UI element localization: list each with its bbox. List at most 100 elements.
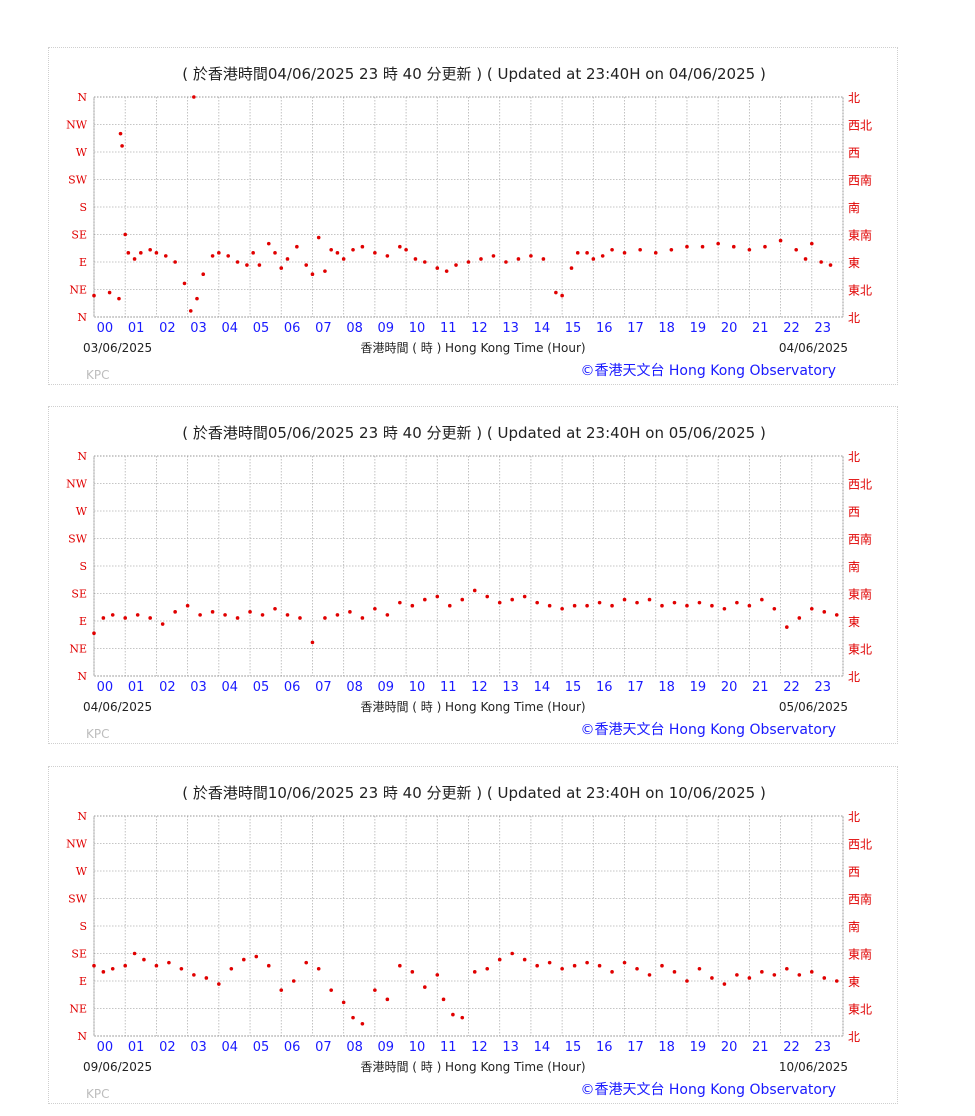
data-point — [101, 970, 106, 974]
data-point — [497, 957, 502, 962]
data-point — [154, 963, 159, 968]
data-point — [735, 600, 739, 605]
y-axis-label-zh: 西北 — [848, 478, 872, 492]
data-point — [575, 251, 580, 255]
hour-tick-label: 16 — [596, 680, 613, 695]
data-point — [210, 610, 215, 614]
data-point — [92, 293, 96, 298]
data-point — [722, 982, 727, 986]
data-point — [398, 600, 402, 605]
hour-tick-label: 12 — [471, 1040, 488, 1055]
data-point — [398, 963, 402, 968]
data-point — [834, 979, 839, 983]
hour-tick-label: 12 — [471, 321, 488, 336]
chart-title: ( 於香港時間10/06/2025 23 時 40 分更新 ) ( Update… — [182, 784, 766, 802]
hour-tick-label: 08 — [346, 321, 363, 336]
data-point — [160, 622, 165, 626]
hour-tick-label: 14 — [534, 1040, 551, 1055]
data-point — [257, 263, 262, 267]
hour-tick-label: 20 — [721, 680, 738, 695]
end-date: 04/06/2025 — [779, 341, 848, 355]
data-point — [485, 594, 490, 599]
data-point — [398, 244, 402, 249]
data-point — [466, 260, 471, 264]
data-point — [610, 603, 614, 608]
data-point — [710, 976, 714, 980]
wind-direction-chart: ( 於香港時間05/06/2025 23 時 40 分更新 ) ( Update… — [66, 424, 872, 741]
data-point — [491, 254, 496, 258]
hour-tick-label: 05 — [253, 321, 270, 336]
data-point — [803, 257, 808, 261]
data-point — [335, 251, 340, 255]
y-axis-label-en: NW — [66, 838, 88, 851]
data-point — [472, 588, 477, 593]
y-axis-label-en: NE — [69, 643, 87, 656]
y-axis-label-zh: 西北 — [848, 119, 872, 133]
hour-tick-label: 01 — [128, 1040, 145, 1055]
y-axis-label-zh: 西 — [848, 146, 860, 160]
y-axis-label-zh: 東北 — [848, 284, 872, 298]
y-axis-label-en: SW — [68, 893, 88, 906]
y-axis-label-zh: 北 — [848, 311, 860, 325]
data-point — [135, 613, 140, 617]
data-point — [107, 290, 112, 295]
data-point — [763, 244, 767, 249]
y-axis-label-zh: 北 — [848, 91, 860, 105]
y-axis-label-en: E — [79, 975, 87, 988]
data-point — [329, 988, 333, 992]
data-point — [635, 600, 639, 605]
data-point — [638, 247, 642, 252]
data-point — [351, 1015, 355, 1020]
y-axis-label-zh: 北 — [848, 450, 860, 464]
data-point — [460, 597, 465, 602]
station-code: KPC — [86, 1087, 109, 1101]
data-point — [572, 963, 577, 968]
data-point — [132, 257, 137, 261]
y-axis-label-en: W — [76, 865, 88, 878]
data-point — [185, 603, 190, 608]
data-point — [660, 963, 664, 968]
data-point — [560, 606, 564, 611]
y-axis-label-zh: 西南 — [848, 173, 872, 188]
data-point — [316, 235, 321, 240]
hour-tick-label: 19 — [690, 1040, 707, 1055]
y-axis-label-en: SW — [68, 533, 88, 546]
data-point — [535, 963, 539, 968]
data-point — [373, 251, 377, 255]
data-point — [747, 603, 752, 608]
data-point — [295, 244, 299, 249]
data-point — [669, 247, 674, 252]
copyright-text: ©香港天文台 Hong Kong Observatory — [580, 363, 836, 379]
chart-panel: ( 於香港時間04/06/2025 23 時 40 分更新 ) ( Update… — [48, 47, 898, 385]
plot-frame — [93, 815, 844, 1037]
hour-tick-label: 08 — [346, 1040, 363, 1055]
hour-tick-label: 13 — [502, 1040, 519, 1055]
data-point — [610, 247, 614, 252]
data-point — [360, 1021, 365, 1026]
data-point — [254, 954, 259, 959]
data-point — [451, 1012, 455, 1017]
hour-tick-label: 06 — [284, 680, 301, 695]
data-point — [235, 260, 240, 264]
y-axis-label-en: E — [79, 615, 87, 628]
copyright-text: ©香港天文台 Hong Kong Observatory — [580, 722, 836, 738]
data-point — [423, 260, 427, 264]
data-point — [722, 606, 727, 611]
copyright-text: ©香港天文台 Hong Kong Observatory — [580, 1082, 836, 1098]
data-point — [285, 257, 290, 261]
data-point — [834, 613, 839, 617]
hour-tick-label: 21 — [752, 1040, 769, 1055]
data-point — [360, 616, 365, 620]
data-point — [535, 600, 539, 605]
start-date: 09/06/2025 — [83, 1060, 152, 1074]
hour-tick-label: 17 — [627, 1040, 644, 1055]
y-axis-label-zh: 南 — [848, 200, 860, 215]
hour-tick-label: 23 — [814, 680, 831, 695]
data-point — [435, 266, 440, 270]
data-point — [235, 616, 240, 620]
data-point — [485, 966, 490, 971]
hour-tick-label: 02 — [159, 1040, 176, 1055]
hour-tick-label: 01 — [128, 321, 145, 336]
y-axis-label-en: NE — [69, 1003, 87, 1016]
data-point — [298, 616, 302, 620]
